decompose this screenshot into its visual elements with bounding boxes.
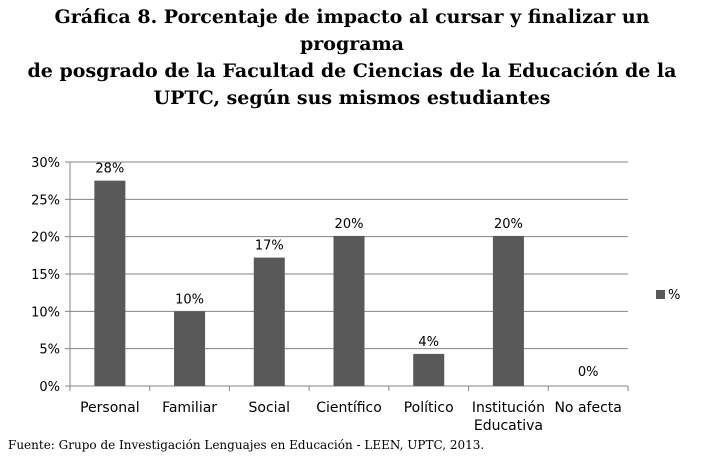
category-label: Familiar (162, 400, 217, 416)
source-note: Fuente: Grupo de Investigación Lenguajes… (8, 438, 485, 452)
data-label: 0% (578, 365, 599, 380)
y-tick-label: 10% (31, 305, 60, 320)
data-label: 28% (95, 162, 124, 177)
category-label: Institución (472, 400, 545, 416)
bar (413, 353, 445, 386)
data-label: 17% (255, 239, 284, 254)
legend-swatch (656, 290, 665, 299)
y-tick-label: 5% (39, 343, 60, 358)
category-label: Personal (80, 400, 140, 416)
y-tick-label: 0% (39, 380, 60, 395)
data-label: 10% (175, 292, 204, 307)
legend-label: % (668, 288, 680, 303)
bar (492, 235, 524, 386)
y-tick-label: 20% (31, 231, 60, 246)
data-label: 20% (494, 217, 523, 232)
category-label: Científico (316, 400, 382, 416)
y-tick-label: 30% (31, 156, 60, 171)
chart-title-line: de posgrado de la Facultad de Ciencias d… (27, 60, 677, 82)
category-label: Social (249, 400, 291, 416)
data-label: 4% (418, 335, 439, 350)
y-tick-label: 15% (31, 268, 60, 283)
chart-title: Gráfica 8. Porcentaje de impacto al curs… (6, 4, 698, 112)
bar (94, 180, 126, 386)
category-label: Educativa (474, 418, 543, 434)
category-label: Político (404, 400, 454, 416)
data-label: 20% (335, 217, 364, 232)
y-tick-label: 25% (31, 193, 60, 208)
bar (333, 235, 365, 386)
bar (253, 257, 285, 386)
chart-title-line: UPTC, según sus mismos estudiantes (153, 87, 551, 109)
category-label: No afecta (554, 400, 621, 416)
chart-title-line: Gráfica 8. Porcentaje de impacto al curs… (54, 6, 650, 55)
bar (174, 311, 206, 386)
